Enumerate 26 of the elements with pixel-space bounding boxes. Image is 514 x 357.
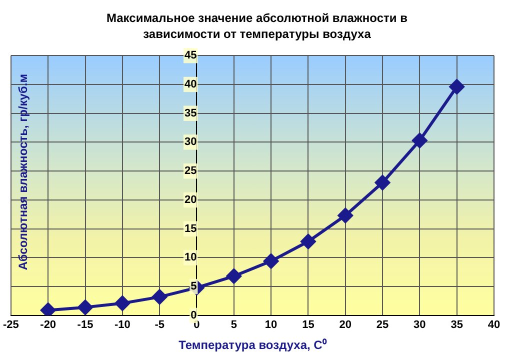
x-tick-label: -15: [77, 319, 94, 332]
x-axis-title: Температура воздуха, С⁰: [178, 338, 328, 352]
x-tick-label: -5: [154, 319, 164, 332]
y-tick-label: 35: [184, 107, 197, 120]
y-tick-label: 5: [190, 280, 197, 293]
chart-title: Максимальное значение абсолютной влажности в зависимости от температуры воздуха: [105, 10, 408, 42]
y-tick-label: 45: [184, 50, 197, 62]
x-tick-label: 15: [302, 319, 314, 332]
x-tick-label: -20: [40, 319, 56, 332]
x-tick-label: 20: [339, 319, 352, 332]
x-tick-label: 30: [414, 319, 426, 332]
x-tick-label: 5: [230, 319, 237, 332]
y-tick-label: 0: [190, 309, 197, 322]
x-tick-label: 35: [450, 319, 463, 332]
y-tick-label: 40: [184, 78, 197, 90]
y-tick-label: 20: [184, 194, 197, 206]
y-tick-label: 10: [184, 252, 197, 264]
x-tick-label: -10: [114, 319, 130, 332]
x-tick-label: 25: [376, 319, 389, 332]
x-tick-label: 10: [264, 319, 278, 332]
x-tick-label: 40: [488, 319, 500, 332]
y-axis-title: Абсолютная влажность, гр/куб.м: [16, 72, 30, 272]
y-tick-label: 15: [184, 222, 197, 235]
y-tick-label: 25: [184, 165, 197, 178]
x-tick-label: -25: [2, 319, 19, 332]
y-tick-label: 30: [184, 136, 197, 148]
